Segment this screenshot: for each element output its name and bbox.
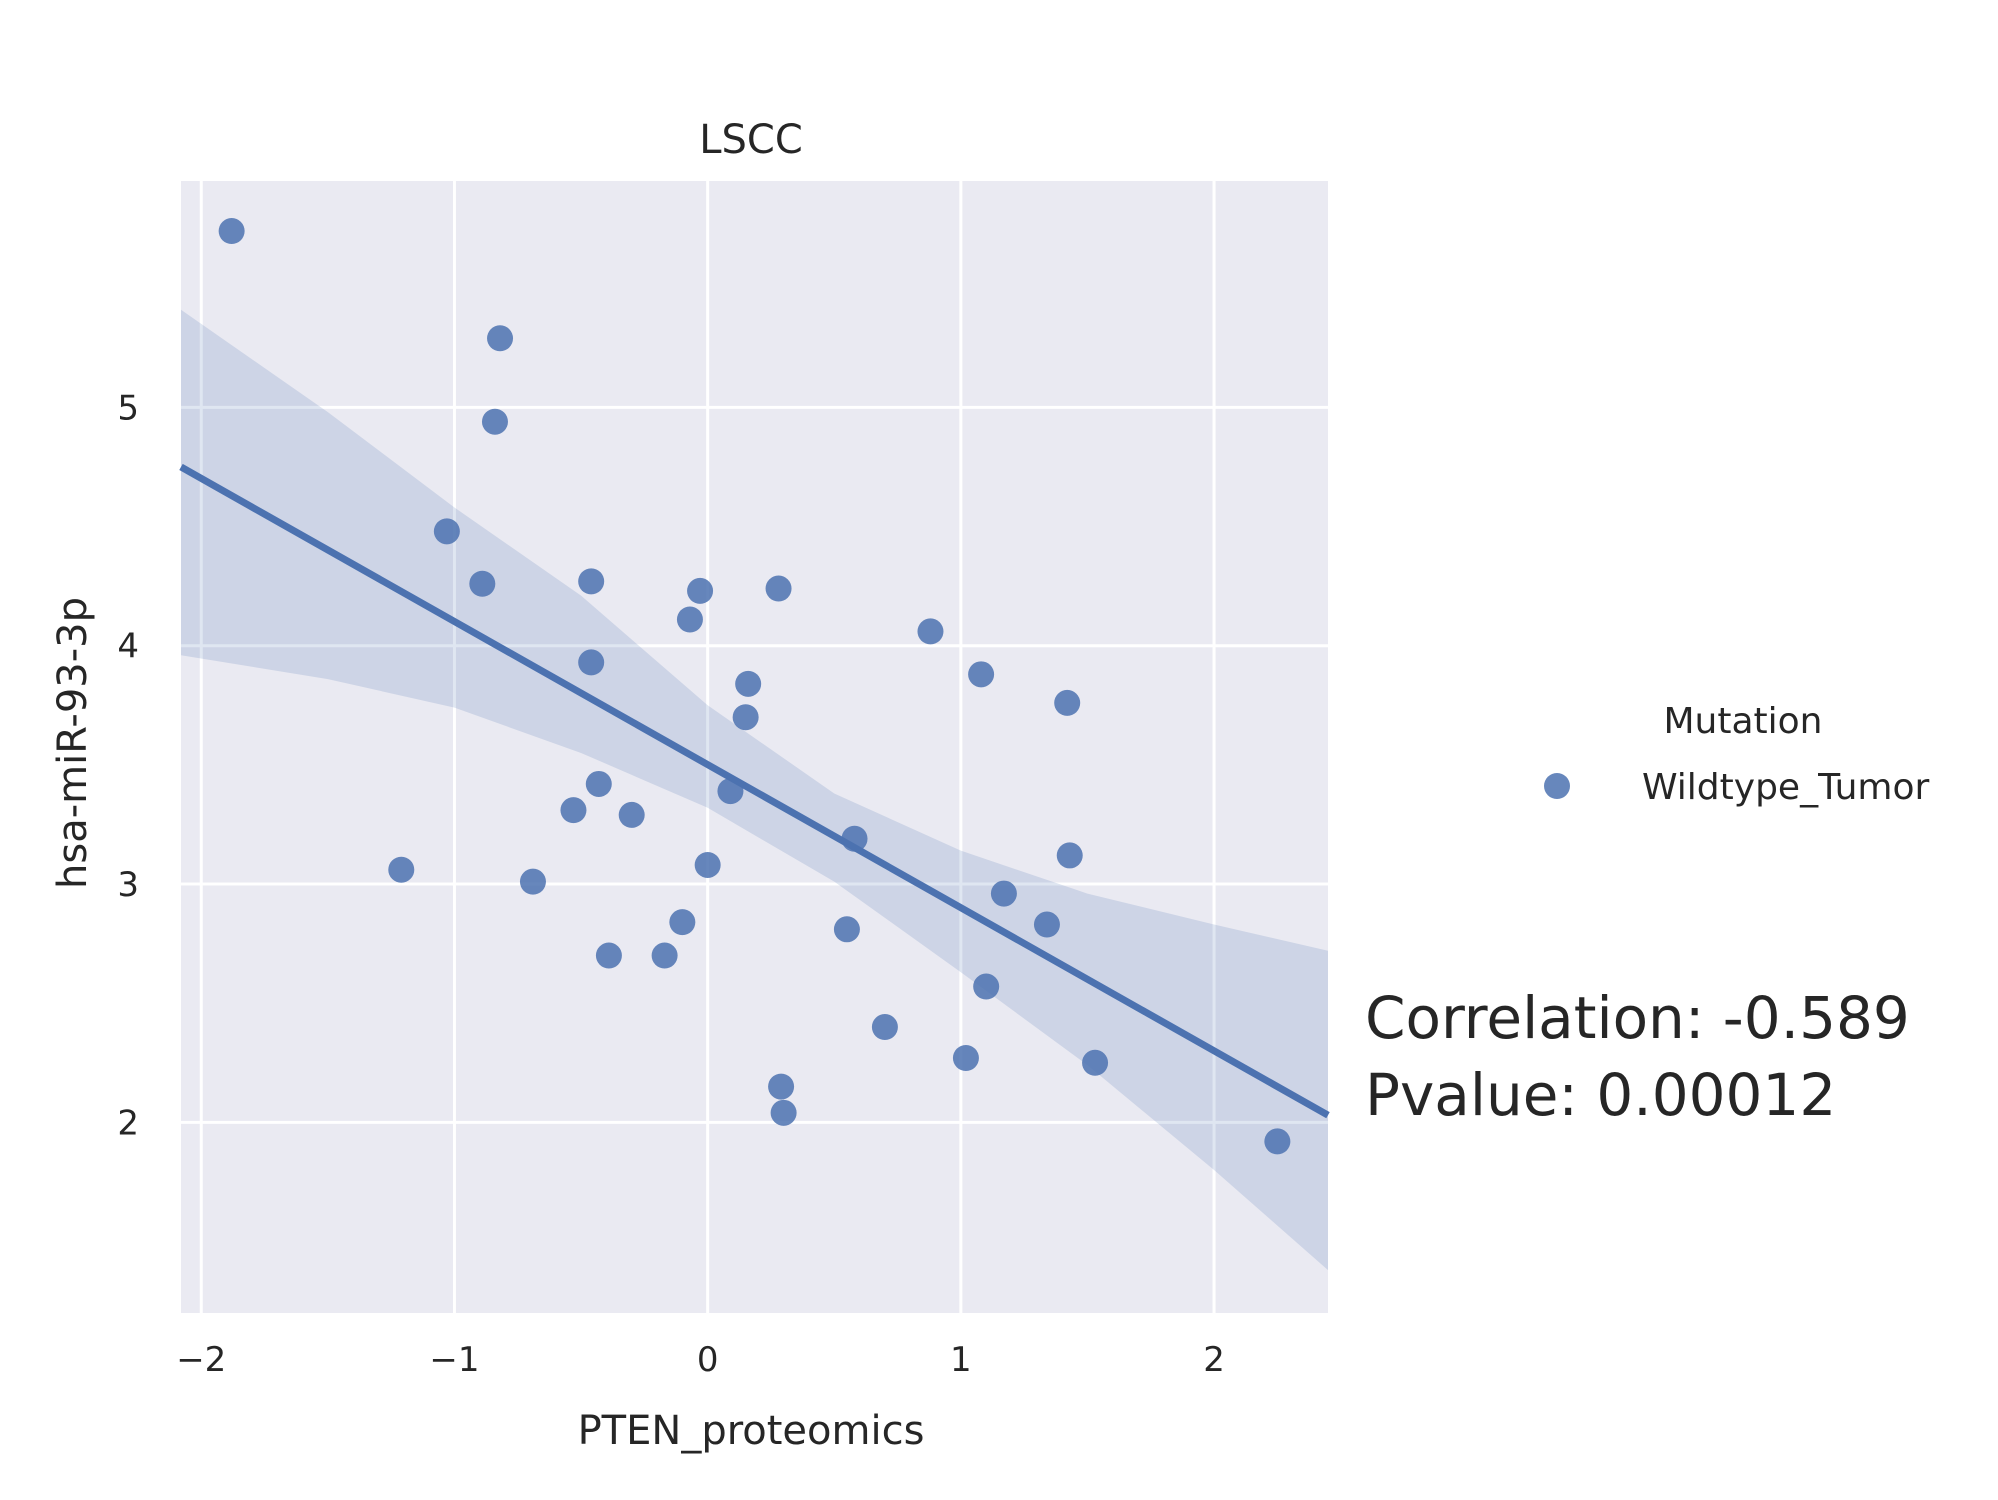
data-point <box>469 570 496 597</box>
y-tick-label: 4 <box>117 627 139 667</box>
data-point <box>1056 842 1083 869</box>
x-tick-label: 0 <box>697 1340 719 1380</box>
data-point <box>968 661 995 688</box>
x-tick-label: −2 <box>176 1340 226 1380</box>
data-point <box>765 575 792 602</box>
data-point <box>735 670 762 697</box>
data-point <box>841 825 868 852</box>
data-point <box>694 851 721 878</box>
data-point <box>990 880 1017 907</box>
y-tick-label: 2 <box>117 1103 139 1143</box>
data-point <box>433 518 460 545</box>
data-point <box>871 1014 898 1041</box>
data-point <box>595 942 622 969</box>
data-point <box>833 916 860 943</box>
legend-label-wildtype-tumor: Wildtype_Tumor <box>1642 767 1930 808</box>
plot-area <box>181 181 1328 1313</box>
regression-line <box>179 463 1330 1119</box>
data-point <box>770 1099 797 1126</box>
pvalue-text: Pvalue: 0.00012 <box>1365 1061 1836 1129</box>
data-point <box>717 778 744 805</box>
data-point <box>917 618 944 645</box>
grid <box>181 181 1328 1313</box>
x-axis-label: PTEN_proteomics <box>578 1408 925 1454</box>
data-point <box>578 568 605 595</box>
data-point <box>618 801 645 828</box>
data-point <box>560 797 587 824</box>
correlation-annotation: Correlation: -0.589 Pvalue: 0.00012 <box>1365 984 1910 1129</box>
data-point <box>578 649 605 676</box>
data-point <box>1082 1049 1109 1076</box>
data-point <box>585 770 612 797</box>
data-points <box>218 218 1291 1155</box>
data-point <box>687 577 714 604</box>
x-tick-label: −1 <box>429 1340 479 1380</box>
data-point <box>1264 1128 1291 1155</box>
y-tick-label: 5 <box>117 388 139 428</box>
y-tick-label: 3 <box>117 865 139 905</box>
data-point <box>651 942 678 969</box>
data-point <box>1033 911 1060 938</box>
data-point <box>973 973 1000 1000</box>
data-point <box>676 606 703 633</box>
legend-title: Mutation <box>1663 701 1822 742</box>
x-tick-label: 1 <box>950 1340 972 1380</box>
y-axis-label: hsa-miR-93-3p <box>50 597 96 889</box>
data-point <box>768 1073 795 1100</box>
data-point <box>519 868 546 895</box>
data-point <box>388 856 415 883</box>
x-tick-label: 2 <box>1203 1340 1225 1380</box>
data-point <box>487 325 514 352</box>
data-point <box>218 218 245 245</box>
data-point <box>669 909 696 936</box>
chart-title: LSCC <box>699 117 803 163</box>
correlation-text: Correlation: -0.589 <box>1365 984 1910 1052</box>
data-point <box>732 704 759 731</box>
y-tick-labels: 2 3 4 5 <box>117 388 139 1143</box>
data-point <box>952 1045 979 1072</box>
legend: Mutation Wildtype_Tumor <box>1544 701 1930 808</box>
legend-marker <box>1544 773 1570 799</box>
data-point <box>481 408 508 435</box>
data-point <box>1054 689 1081 716</box>
x-tick-labels: −2 −1 0 1 2 <box>176 1340 1225 1380</box>
